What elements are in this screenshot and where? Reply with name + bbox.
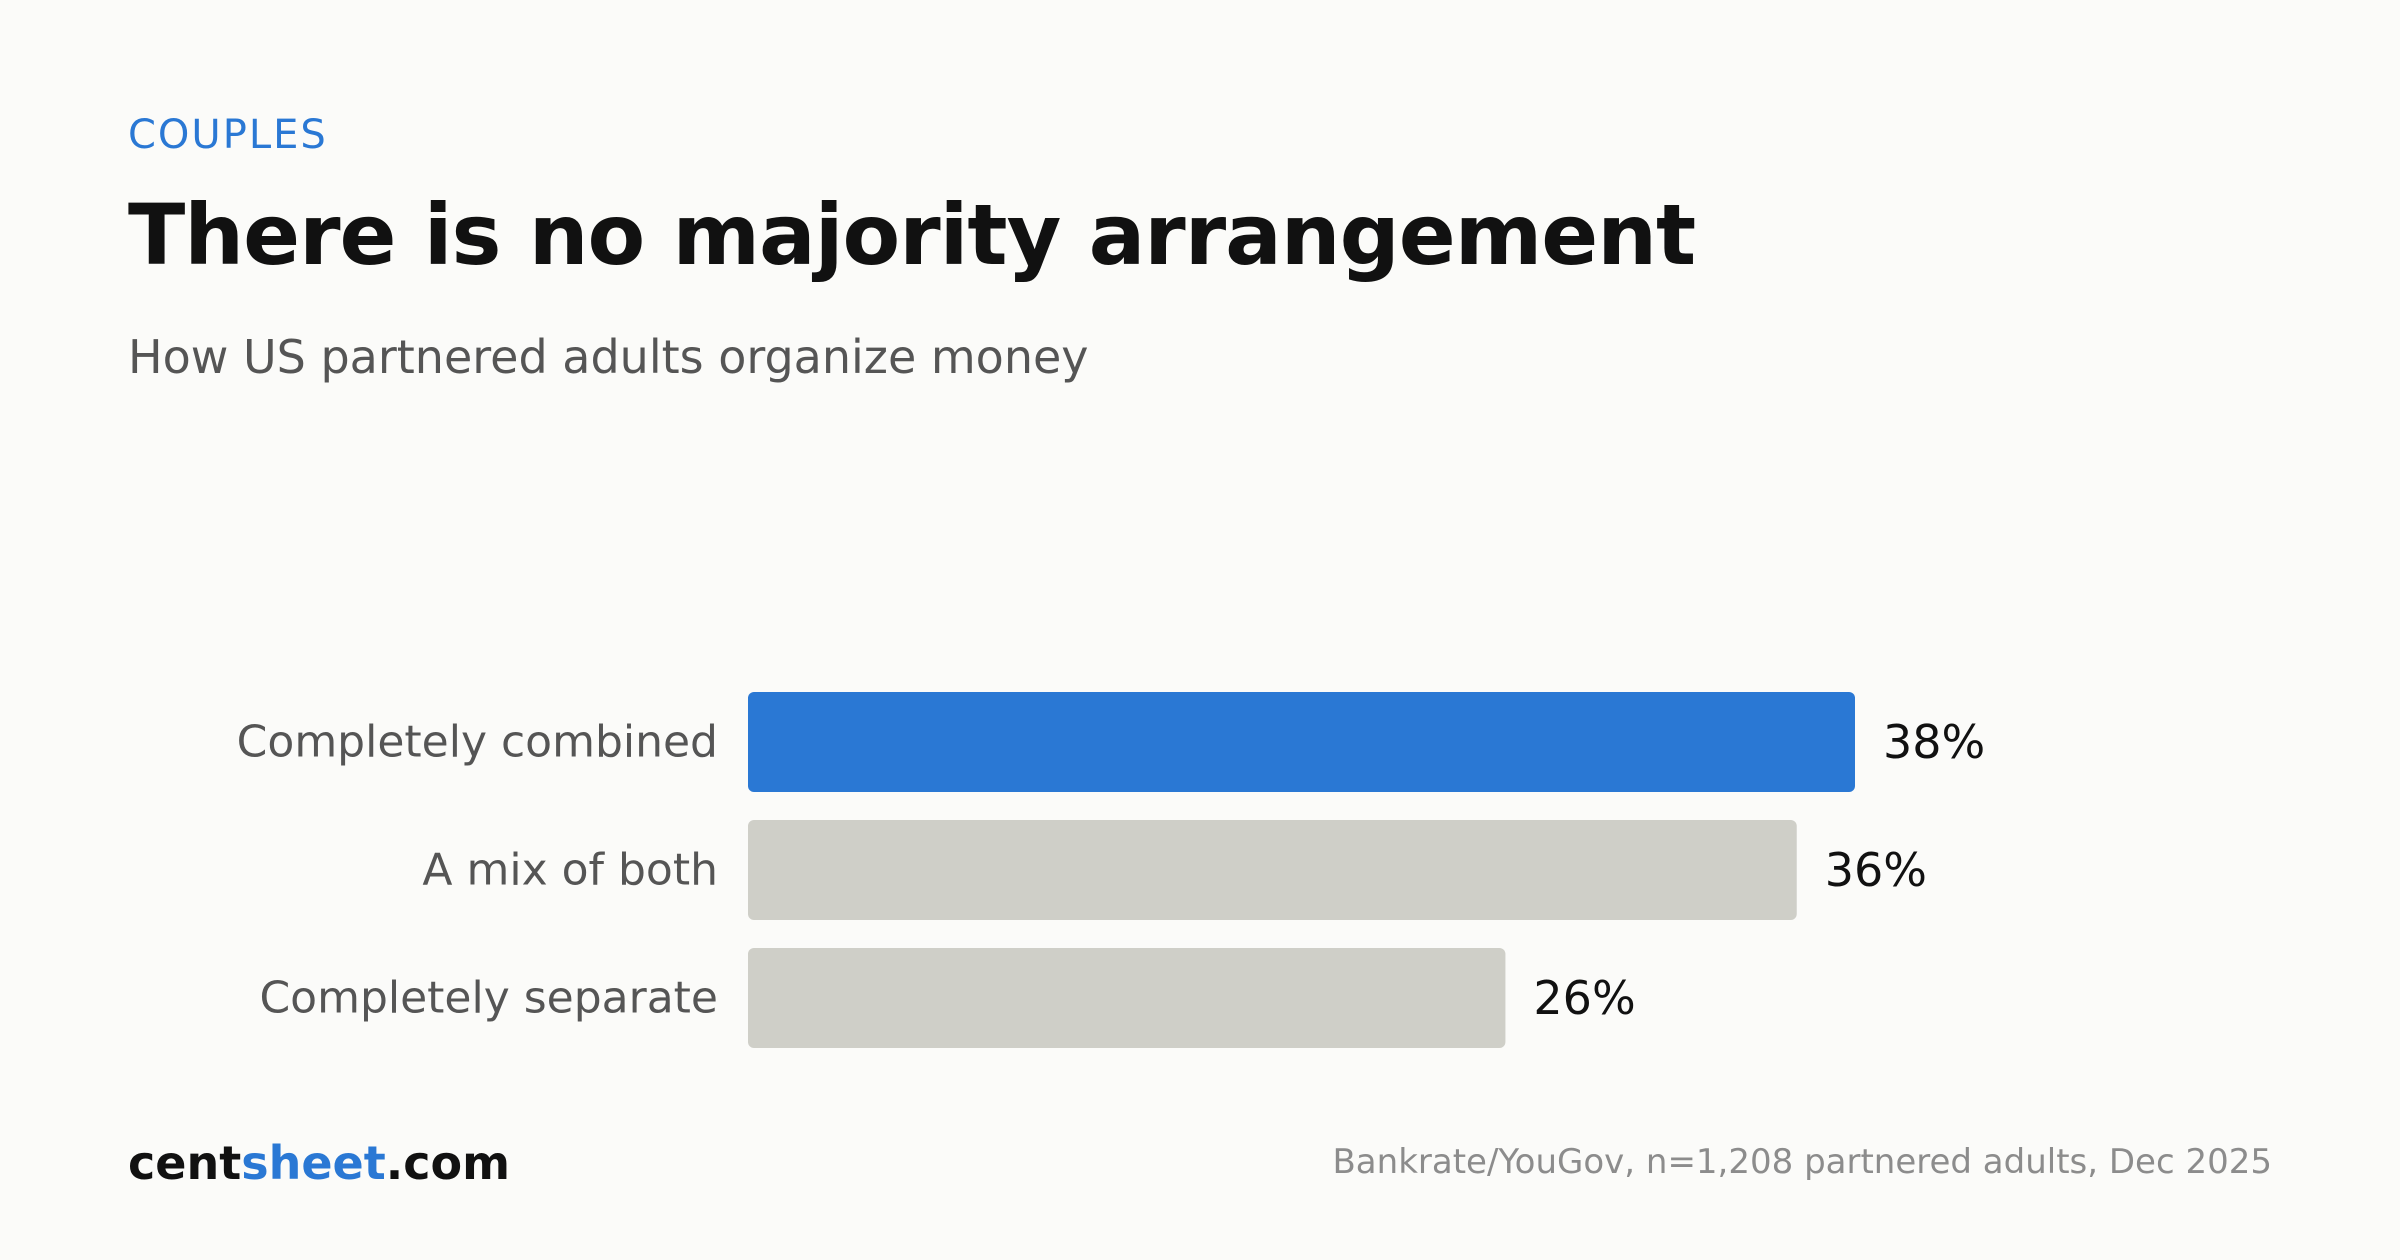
bar-0 xyxy=(748,692,1855,792)
chart-title: There is no majority arrangement xyxy=(128,186,1696,284)
brand-part-sheet: sheet xyxy=(241,1136,386,1190)
brand-part-cent: cent xyxy=(128,1136,242,1190)
category-label-0: Completely combined xyxy=(237,717,718,768)
bar-1 xyxy=(748,820,1797,920)
bar-2 xyxy=(748,948,1506,1048)
category-label-1: A mix of both xyxy=(422,845,718,896)
value-label-1: 36% xyxy=(1825,843,1927,897)
value-label-2: 26% xyxy=(1533,971,1635,1025)
category-label-2: Completely separate xyxy=(259,973,718,1024)
eyebrow-label: COUPLES xyxy=(128,112,328,158)
chart-subtitle: How US partnered adults organize money xyxy=(128,330,1089,384)
source-note: Bankrate/YouGov, n=1,208 partnered adult… xyxy=(1332,1142,2272,1182)
brand-logo[interactable]: centsheet.com xyxy=(128,1136,510,1190)
brand-part-domain: .com xyxy=(385,1136,510,1190)
value-label-0: 38% xyxy=(1883,715,1985,769)
